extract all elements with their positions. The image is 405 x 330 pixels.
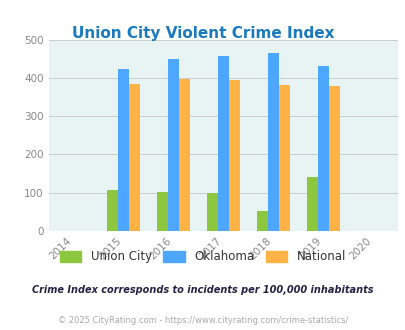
Text: Crime Index corresponds to incidents per 100,000 inhabitants: Crime Index corresponds to incidents per… <box>32 285 373 295</box>
Bar <box>256 211 267 231</box>
Bar <box>267 52 278 231</box>
Bar <box>107 190 118 231</box>
Bar <box>179 79 190 231</box>
Bar <box>217 56 228 231</box>
Bar <box>328 85 339 231</box>
Bar <box>118 69 129 231</box>
Bar <box>157 192 168 231</box>
Bar <box>317 66 328 231</box>
Bar <box>228 80 239 231</box>
Legend: Union City, Oklahoma, National: Union City, Oklahoma, National <box>56 247 349 267</box>
Bar <box>168 59 179 231</box>
Bar <box>278 85 289 231</box>
Bar <box>306 178 317 231</box>
Text: Union City Violent Crime Index: Union City Violent Crime Index <box>72 26 333 41</box>
Text: © 2025 CityRating.com - https://www.cityrating.com/crime-statistics/: © 2025 CityRating.com - https://www.city… <box>58 315 347 325</box>
Bar <box>206 193 217 231</box>
Bar <box>129 84 140 231</box>
